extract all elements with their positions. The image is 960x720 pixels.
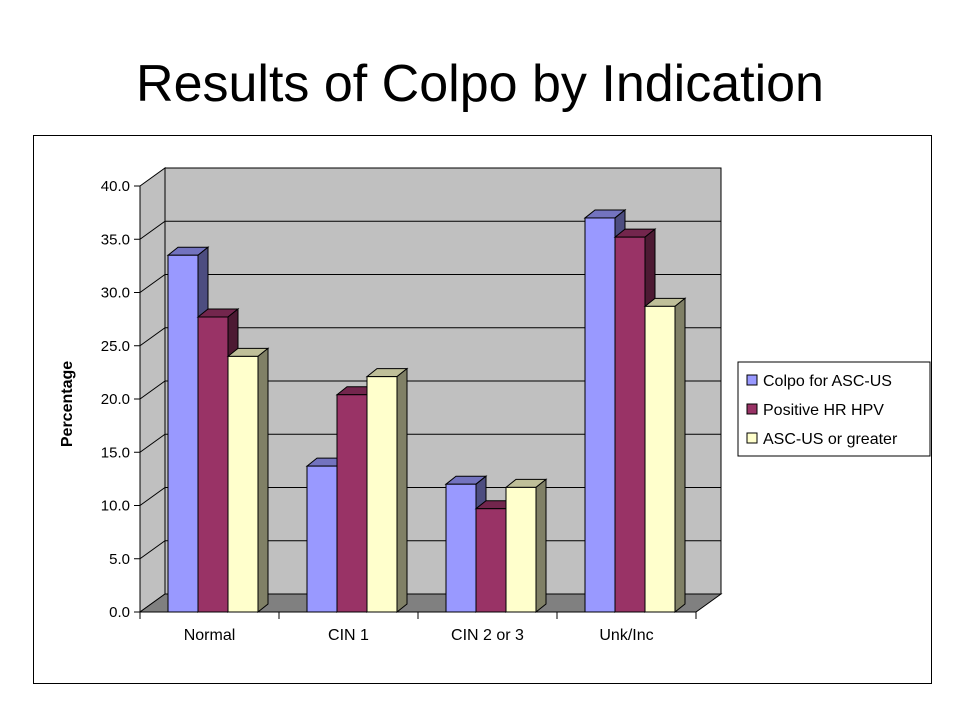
legend-label: Positive HR HPV [763,402,884,419]
bar-front-face [505,486,537,613]
legend-swatch [746,432,758,444]
gridline [139,433,721,453]
bar-front-face [197,316,229,613]
bar-front-face [475,508,507,613]
bar-front-face [336,394,368,613]
bar-front-face [644,305,676,613]
x-category-label: CIN 2 or 3 [451,627,524,644]
bar-chart: 0.0 5.0 10.0 15.0 20.0 25.0 30.0 35.0 40.0 Normal… [59,167,931,644]
bar-front-face [167,254,199,613]
bar-front-face [614,236,646,613]
y-tick-label: 20.0 [101,391,130,408]
y-tick-label: 35.0 [101,231,130,248]
gridline [139,327,721,347]
bar-side-face [535,478,547,614]
chart-frame: 0.0 5.0 10.0 15.0 20.0 25.0 30.0 35.0 40.0 Normal… [33,135,932,684]
y-tick-label: 30.0 [101,285,130,302]
legend-label: Colpo for ASC-US [763,373,892,390]
legend-swatch [746,374,758,386]
legend-label: ASC-US or greater [763,431,898,448]
slide-title: Results of Colpo by Indication [136,55,824,113]
bar-front-face [445,483,477,613]
y-tick-label: 5.0 [109,551,130,568]
y-tick-label: 40.0 [101,178,130,195]
y-tick-label: 25.0 [101,338,130,355]
bar-front-face [227,355,259,613]
gridline [139,380,721,400]
x-category-label: CIN 1 [328,627,369,644]
x-category-label: Unk/Inc [599,627,653,644]
bar-front-face [306,465,338,613]
bar [643,297,687,614]
legend-swatch [746,403,758,415]
gridline [139,274,721,293]
bar-front-face [584,217,616,613]
y-tick-label: 0.0 [109,604,130,621]
bar-side-face [674,297,686,614]
bar [504,478,548,614]
bar-side-face [396,367,408,614]
bar [226,347,270,614]
legend-box [737,361,931,457]
gridline [139,220,721,240]
y-axis-title: Percentage [59,361,76,447]
y-tick-label: 10.0 [101,498,130,515]
bar [365,367,409,614]
bar-side-face [257,347,269,614]
bar-front-face [366,376,398,613]
x-category-label: Normal [184,627,236,644]
y-tick-label: 15.0 [101,444,130,461]
